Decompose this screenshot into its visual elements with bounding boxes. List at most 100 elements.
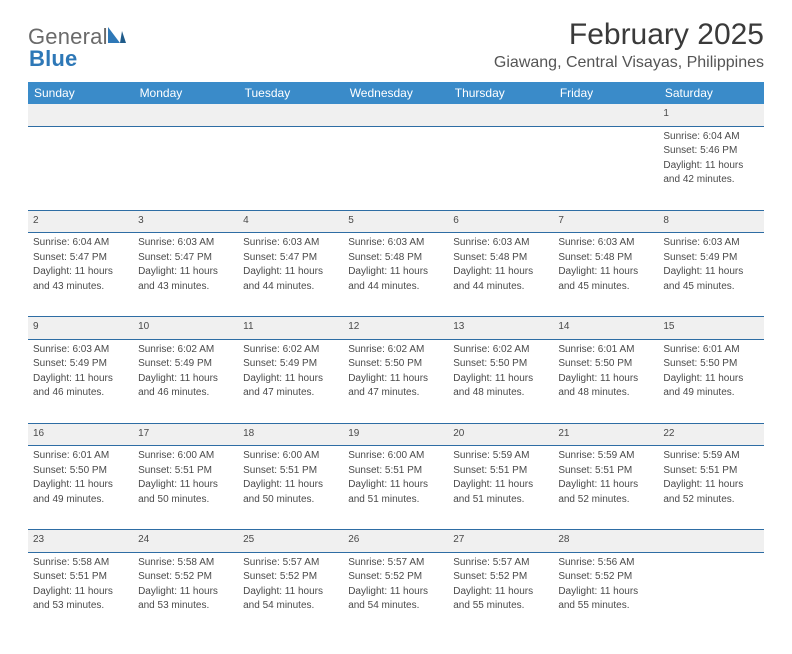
day-number-cell: 19 bbox=[343, 423, 448, 446]
day-cell: Sunrise: 5:57 AMSunset: 5:52 PMDaylight:… bbox=[343, 552, 448, 636]
daylight-text: Daylight: 11 hours bbox=[663, 478, 758, 492]
logo-sail-icon bbox=[106, 25, 128, 50]
day-number-cell: 4 bbox=[238, 210, 343, 233]
sunset-text: Sunset: 5:51 PM bbox=[453, 464, 548, 478]
weekday-header: Monday bbox=[133, 82, 238, 104]
logo-text-blue: Blue bbox=[29, 46, 77, 71]
sunrise-text: Sunrise: 6:03 AM bbox=[453, 236, 548, 250]
day-number: 21 bbox=[558, 428, 569, 439]
sunrise-text: Sunrise: 6:01 AM bbox=[33, 449, 128, 463]
daylight-text: and 55 minutes. bbox=[558, 599, 653, 613]
day-number: 17 bbox=[138, 428, 149, 439]
day-number-cell: 27 bbox=[448, 530, 553, 553]
daylight-text: and 48 minutes. bbox=[558, 386, 653, 400]
sunset-text: Sunset: 5:49 PM bbox=[33, 357, 128, 371]
daylight-text: and 43 minutes. bbox=[33, 280, 128, 294]
day-number-cell bbox=[658, 530, 763, 553]
sunset-text: Sunset: 5:48 PM bbox=[453, 251, 548, 265]
sunset-text: Sunset: 5:52 PM bbox=[453, 570, 548, 584]
sunrise-text: Sunrise: 5:57 AM bbox=[243, 556, 338, 570]
daylight-text: and 53 minutes. bbox=[138, 599, 233, 613]
sunset-text: Sunset: 5:52 PM bbox=[348, 570, 443, 584]
daylight-text: Daylight: 11 hours bbox=[348, 265, 443, 279]
daylight-text: and 52 minutes. bbox=[558, 493, 653, 507]
sunrise-text: Sunrise: 6:01 AM bbox=[663, 343, 758, 357]
sunrise-text: Sunrise: 5:56 AM bbox=[558, 556, 653, 570]
daylight-text: and 44 minutes. bbox=[348, 280, 443, 294]
daylight-text: and 43 minutes. bbox=[138, 280, 233, 294]
day-cell: Sunrise: 6:03 AMSunset: 5:47 PMDaylight:… bbox=[238, 233, 343, 317]
day-number-cell: 26 bbox=[343, 530, 448, 553]
day-number-cell: 16 bbox=[28, 423, 133, 446]
daylight-text: Daylight: 11 hours bbox=[138, 372, 233, 386]
daylight-text: Daylight: 11 hours bbox=[243, 372, 338, 386]
daylight-text: and 46 minutes. bbox=[33, 386, 128, 400]
day-number: 27 bbox=[453, 534, 464, 545]
day-number: 3 bbox=[138, 215, 144, 226]
daylight-text: and 55 minutes. bbox=[453, 599, 548, 613]
daylight-text: Daylight: 11 hours bbox=[243, 478, 338, 492]
sunset-text: Sunset: 5:51 PM bbox=[348, 464, 443, 478]
day-number-cell: 7 bbox=[553, 210, 658, 233]
day-cell bbox=[553, 126, 658, 210]
day-number: 8 bbox=[663, 215, 669, 226]
day-cell: Sunrise: 6:03 AMSunset: 5:49 PMDaylight:… bbox=[28, 339, 133, 423]
page-header: General February 2025 Giawang, Central V… bbox=[28, 18, 764, 72]
day-cell: Sunrise: 6:02 AMSunset: 5:50 PMDaylight:… bbox=[343, 339, 448, 423]
sunrise-text: Sunrise: 6:03 AM bbox=[348, 236, 443, 250]
day-number: 1 bbox=[663, 108, 669, 119]
day-number-cell: 10 bbox=[133, 317, 238, 340]
day-number: 24 bbox=[138, 534, 149, 545]
daylight-text: Daylight: 11 hours bbox=[663, 265, 758, 279]
daylight-text: Daylight: 11 hours bbox=[243, 585, 338, 599]
day-cell: Sunrise: 6:04 AMSunset: 5:47 PMDaylight:… bbox=[28, 233, 133, 317]
day-number: 26 bbox=[348, 534, 359, 545]
daylight-text: and 50 minutes. bbox=[243, 493, 338, 507]
sunrise-text: Sunrise: 6:02 AM bbox=[138, 343, 233, 357]
day-number: 22 bbox=[663, 428, 674, 439]
daylight-text: Daylight: 11 hours bbox=[558, 265, 653, 279]
day-number: 15 bbox=[663, 321, 674, 332]
daylight-text: and 44 minutes. bbox=[453, 280, 548, 294]
day-cell bbox=[133, 126, 238, 210]
day-cell bbox=[28, 126, 133, 210]
sunrise-text: Sunrise: 5:57 AM bbox=[453, 556, 548, 570]
day-cell: Sunrise: 6:00 AMSunset: 5:51 PMDaylight:… bbox=[343, 446, 448, 530]
sunrise-text: Sunrise: 6:00 AM bbox=[138, 449, 233, 463]
day-number: 5 bbox=[348, 215, 354, 226]
sunset-text: Sunset: 5:49 PM bbox=[138, 357, 233, 371]
day-cell bbox=[238, 126, 343, 210]
day-number: 28 bbox=[558, 534, 569, 545]
day-number-cell: 2 bbox=[28, 210, 133, 233]
day-number: 16 bbox=[33, 428, 44, 439]
daylight-text: Daylight: 11 hours bbox=[348, 478, 443, 492]
day-number-cell: 28 bbox=[553, 530, 658, 553]
sunset-text: Sunset: 5:51 PM bbox=[558, 464, 653, 478]
day-number-cell bbox=[28, 104, 133, 126]
sunrise-text: Sunrise: 6:03 AM bbox=[558, 236, 653, 250]
day-cell: Sunrise: 5:56 AMSunset: 5:52 PMDaylight:… bbox=[553, 552, 658, 636]
day-number-cell: 14 bbox=[553, 317, 658, 340]
day-number: 23 bbox=[33, 534, 44, 545]
sunrise-text: Sunrise: 6:03 AM bbox=[138, 236, 233, 250]
day-number-cell: 11 bbox=[238, 317, 343, 340]
daylight-text: Daylight: 11 hours bbox=[138, 478, 233, 492]
day-cell: Sunrise: 6:01 AMSunset: 5:50 PMDaylight:… bbox=[28, 446, 133, 530]
sunrise-text: Sunrise: 6:01 AM bbox=[558, 343, 653, 357]
weekday-header: Saturday bbox=[658, 82, 763, 104]
daylight-text: and 51 minutes. bbox=[348, 493, 443, 507]
day-number-cell bbox=[133, 104, 238, 126]
sunrise-text: Sunrise: 6:03 AM bbox=[663, 236, 758, 250]
sunrise-text: Sunrise: 5:58 AM bbox=[33, 556, 128, 570]
day-cell: Sunrise: 6:03 AMSunset: 5:47 PMDaylight:… bbox=[133, 233, 238, 317]
day-cell: Sunrise: 6:03 AMSunset: 5:48 PMDaylight:… bbox=[343, 233, 448, 317]
sunrise-text: Sunrise: 6:04 AM bbox=[663, 130, 758, 144]
day-number-cell: 1 bbox=[658, 104, 763, 126]
sunrise-text: Sunrise: 5:58 AM bbox=[138, 556, 233, 570]
day-number-cell bbox=[448, 104, 553, 126]
day-cell: Sunrise: 6:03 AMSunset: 5:48 PMDaylight:… bbox=[553, 233, 658, 317]
day-cell: Sunrise: 5:59 AMSunset: 5:51 PMDaylight:… bbox=[553, 446, 658, 530]
daylight-text: and 42 minutes. bbox=[663, 173, 758, 187]
week-row: Sunrise: 6:04 AMSunset: 5:47 PMDaylight:… bbox=[28, 233, 764, 317]
day-number: 10 bbox=[138, 321, 149, 332]
